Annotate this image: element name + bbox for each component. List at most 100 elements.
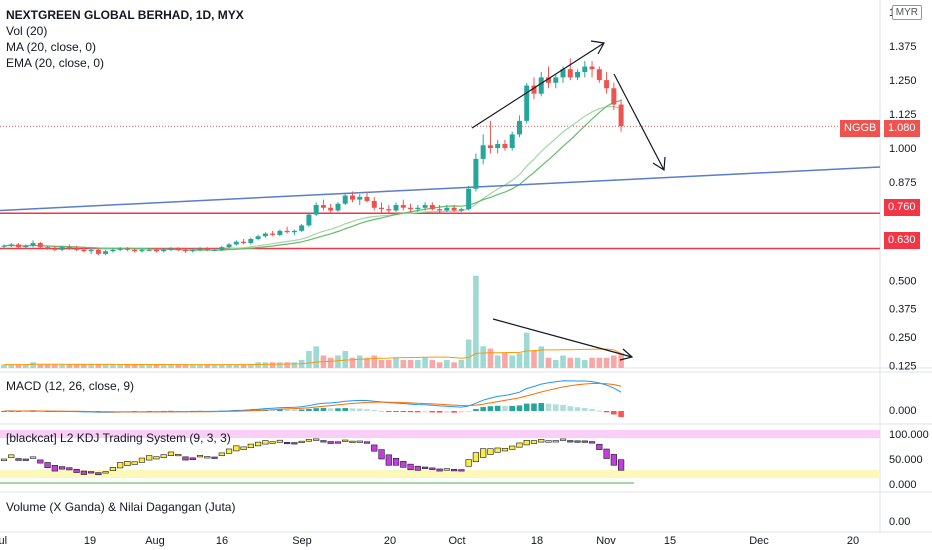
ticker-tag: NGGB bbox=[840, 120, 881, 137]
volume-bar bbox=[436, 362, 443, 368]
candle-body bbox=[146, 249, 152, 251]
macd-histogram-bar bbox=[306, 408, 312, 411]
price-tick-label: 1.000 bbox=[889, 143, 917, 155]
volume-tick-label: 0.375 bbox=[889, 304, 917, 316]
macd-histogram-bar bbox=[611, 411, 617, 415]
kdj-bar bbox=[247, 443, 254, 449]
candle-body bbox=[190, 249, 196, 252]
kdj-bar bbox=[313, 438, 320, 441]
kdj-bar bbox=[596, 443, 603, 450]
volume-bar bbox=[66, 364, 73, 368]
macd-histogram-bar bbox=[407, 411, 414, 413]
candle-body bbox=[45, 247, 51, 249]
kdj-bar bbox=[378, 449, 385, 460]
kdj-bar bbox=[240, 446, 247, 450]
candle-body bbox=[466, 188, 472, 210]
kdj-bar bbox=[320, 440, 327, 443]
volume-bar bbox=[393, 357, 399, 368]
price-tick-label: 1.375 bbox=[889, 41, 917, 53]
kdj-bar bbox=[160, 454, 167, 458]
kdj-bar bbox=[356, 440, 363, 443]
candle-body bbox=[502, 143, 508, 149]
candle-body bbox=[183, 249, 188, 252]
candle-body bbox=[52, 248, 58, 250]
volume-bar bbox=[59, 364, 65, 368]
volume-bar bbox=[262, 362, 269, 368]
kdj-bar bbox=[51, 465, 58, 472]
macd-histogram-bar bbox=[429, 411, 436, 413]
candle-body bbox=[124, 248, 130, 250]
kdj-bar bbox=[22, 458, 29, 461]
volume-arrow-line bbox=[492, 318, 633, 358]
kdj-bar bbox=[501, 447, 509, 452]
kdj-oversold-band bbox=[0, 470, 880, 478]
kdj-bar bbox=[211, 456, 218, 459]
volume-bar bbox=[371, 355, 378, 368]
volume-bar bbox=[197, 364, 203, 368]
volume-bar bbox=[153, 364, 160, 368]
kdj-bar bbox=[262, 440, 269, 445]
candle-body bbox=[248, 238, 254, 244]
candle-body bbox=[415, 207, 421, 210]
volume-bar bbox=[81, 364, 87, 368]
volume-bar bbox=[160, 364, 167, 368]
macd-histogram-bar bbox=[480, 407, 486, 411]
kdj-bar bbox=[363, 441, 371, 444]
macd-histogram-bar bbox=[349, 408, 356, 411]
price-tick-label: 1.125 bbox=[889, 109, 917, 121]
volume-bar bbox=[458, 360, 465, 368]
volume-bar bbox=[189, 364, 196, 368]
candle-body bbox=[582, 66, 588, 72]
macd-histogram-bar bbox=[552, 404, 559, 411]
kdj-bar bbox=[538, 439, 545, 443]
macd-histogram-bar bbox=[436, 411, 443, 413]
macd-tick-label: 0.000 bbox=[889, 405, 917, 417]
time-tick-label: Aug bbox=[145, 535, 165, 547]
candle-body bbox=[371, 200, 377, 208]
volume-bar bbox=[407, 360, 414, 368]
kdj-bar bbox=[189, 457, 196, 460]
macd-histogram-bar bbox=[335, 408, 341, 411]
kdj-bar bbox=[443, 468, 450, 471]
volume-bar bbox=[277, 362, 283, 368]
kdj-bar bbox=[225, 448, 233, 454]
macd-histogram-bar bbox=[385, 411, 392, 412]
kdj-bar bbox=[95, 472, 102, 476]
kdj-bar bbox=[102, 471, 109, 474]
volume-bar bbox=[306, 350, 312, 368]
volume-bar bbox=[509, 355, 515, 368]
volume-bar bbox=[88, 364, 94, 368]
candle-body bbox=[81, 249, 87, 252]
volume-bar bbox=[313, 346, 319, 368]
candle-body bbox=[299, 225, 305, 231]
down-arrow-line bbox=[613, 73, 665, 171]
macd-histogram-bar bbox=[378, 410, 385, 412]
kdj-bar bbox=[472, 452, 480, 463]
candle-body bbox=[59, 247, 65, 250]
volume-bar bbox=[567, 357, 574, 368]
volume-bar bbox=[248, 364, 254, 368]
last-price-tag: 1.080 bbox=[884, 120, 920, 137]
price-tick-label: 1.250 bbox=[889, 75, 917, 87]
candle-body bbox=[132, 249, 138, 252]
macd-histogram-bar bbox=[342, 408, 349, 411]
indicator-vol-label: Vol (20) bbox=[6, 24, 48, 38]
currency-label: MYR bbox=[891, 5, 922, 20]
candle-body bbox=[66, 247, 72, 249]
macd-histogram-bar bbox=[415, 411, 421, 413]
macd-histogram-bar bbox=[371, 410, 378, 412]
macd-histogram-bar bbox=[444, 411, 450, 413]
volume-bar bbox=[364, 357, 370, 368]
chart-title: NEXTGREEN GLOBAL BERHAD, 1D, MYX bbox=[6, 8, 244, 22]
candle-body bbox=[8, 244, 14, 246]
macd-histogram-bar bbox=[327, 408, 334, 411]
kdj-bar bbox=[559, 438, 567, 441]
macd-histogram-bar bbox=[473, 409, 479, 411]
kdj-bar bbox=[284, 441, 291, 445]
macd-histogram-bar bbox=[465, 411, 472, 412]
kdj-bar bbox=[494, 447, 501, 453]
kdj-tick-label: 100.000 bbox=[889, 429, 929, 441]
candle-body bbox=[197, 248, 203, 250]
macd-histogram-bar bbox=[596, 410, 603, 412]
time-tick-label: 18 bbox=[531, 535, 543, 547]
